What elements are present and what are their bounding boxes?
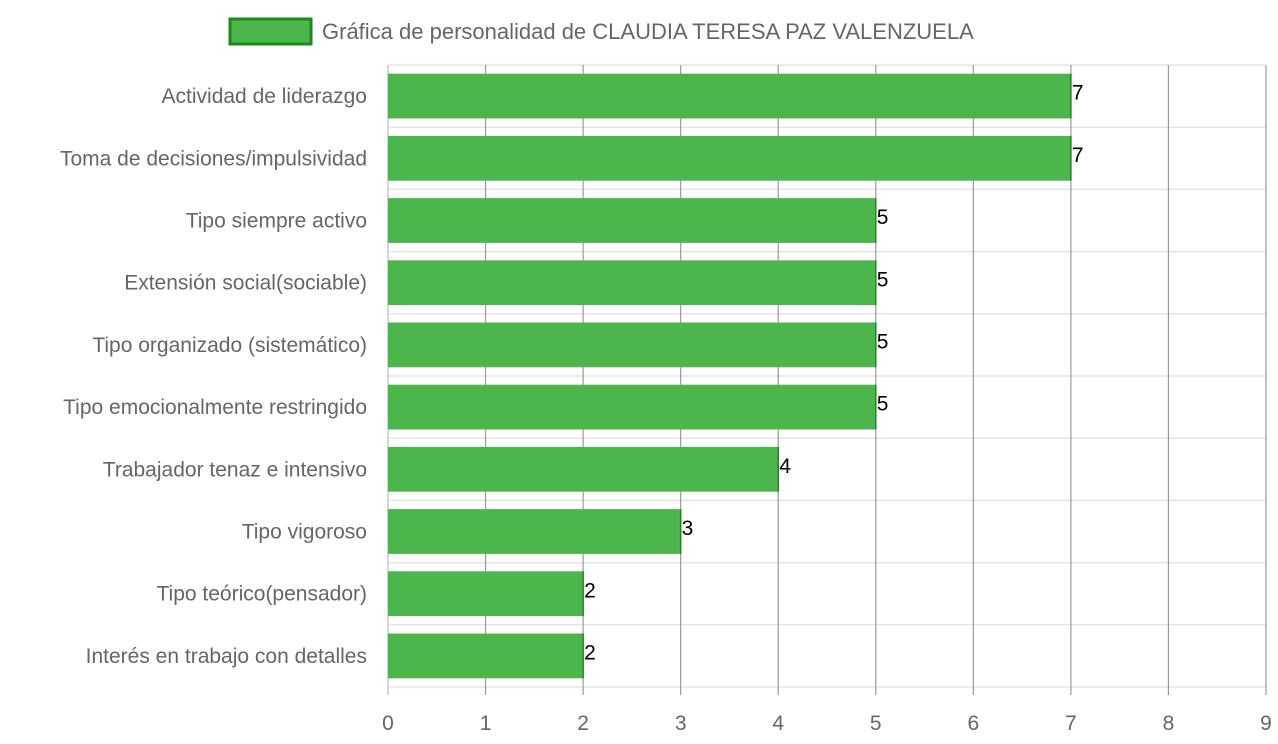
category-label: Tipo organizado (sistemático) xyxy=(92,334,367,357)
x-axis-tick-labels: 0 1 2 3 4 5 6 7 8 9 xyxy=(382,712,1272,735)
bar[interactable] xyxy=(388,633,584,679)
bar[interactable] xyxy=(388,322,876,368)
bar[interactable] xyxy=(388,198,876,243)
x-tick-label: 2 xyxy=(577,712,589,735)
bars xyxy=(388,73,1072,679)
bar[interactable] xyxy=(388,384,876,430)
x-tick-label: 9 xyxy=(1260,712,1272,735)
x-tick-label: 4 xyxy=(772,712,784,735)
category-label: Tipo emocionalmente restringido xyxy=(63,396,367,419)
data-label: 4 xyxy=(779,455,791,478)
data-label: 5 xyxy=(877,268,889,291)
bar[interactable] xyxy=(388,135,1071,181)
data-label: 7 xyxy=(1072,144,1084,167)
category-label: Actividad de liderazgo xyxy=(162,85,367,108)
bar[interactable] xyxy=(388,571,584,617)
data-labels: 7 7 5 5 5 5 4 3 2 2 xyxy=(584,82,1083,665)
bar[interactable] xyxy=(388,260,876,306)
legend-label[interactable]: Gráfica de personalidad de CLAUDIA TERES… xyxy=(322,19,974,44)
bar[interactable] xyxy=(388,509,681,554)
data-label: 5 xyxy=(877,206,889,229)
x-tick-label: 6 xyxy=(967,712,979,735)
data-label: 2 xyxy=(584,579,596,602)
category-label: Toma de decisiones/impulsividad xyxy=(60,147,367,170)
legend-swatch[interactable] xyxy=(228,17,313,46)
category-labels: Actividad de liderazgo Toma de decisiones… xyxy=(60,85,367,668)
x-tick-label: 1 xyxy=(480,712,492,735)
bar[interactable] xyxy=(388,446,779,492)
data-label: 2 xyxy=(584,642,596,665)
x-tick-label: 7 xyxy=(1065,712,1077,735)
x-tick-label: 5 xyxy=(870,712,882,735)
category-label: Tipo vigoroso xyxy=(242,521,367,544)
category-label: Interés en trabajo con detalles xyxy=(86,645,367,668)
category-label: Tipo teórico(pensador) xyxy=(157,583,368,606)
data-label: 7 xyxy=(1072,82,1084,105)
legend[interactable]: Gráfica de personalidad de CLAUDIA TERES… xyxy=(228,17,974,46)
x-tick-label: 0 xyxy=(382,712,394,735)
data-label: 3 xyxy=(682,517,694,540)
bar[interactable] xyxy=(388,73,1071,119)
data-label: 5 xyxy=(877,331,889,354)
x-tick-label: 3 xyxy=(675,712,687,735)
category-label: Trabajador tenaz e intensivo xyxy=(103,458,367,481)
x-tick-label: 8 xyxy=(1163,712,1175,735)
category-label: Tipo siempre activo xyxy=(186,210,367,233)
category-label: Extensión social(sociable) xyxy=(124,272,367,295)
data-label: 5 xyxy=(877,393,889,416)
